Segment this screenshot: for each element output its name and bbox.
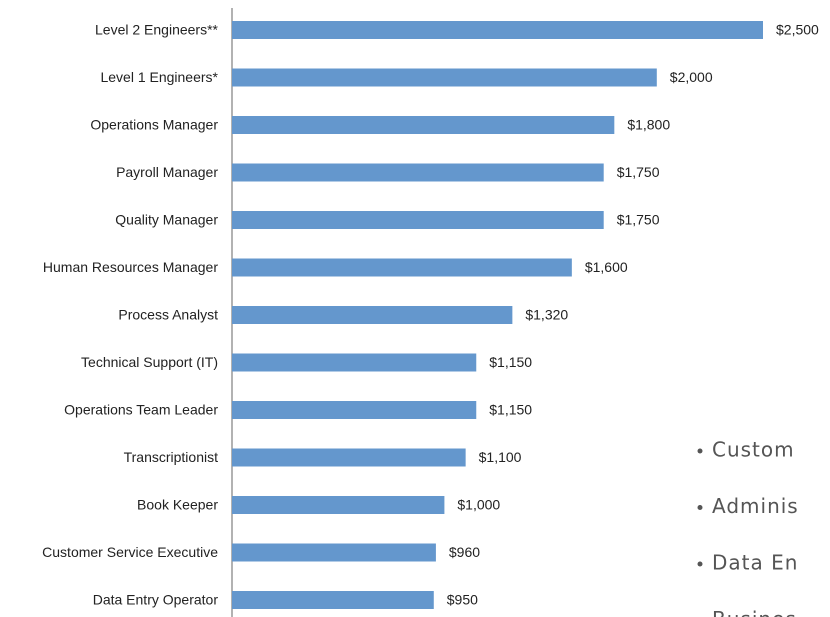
y-tick-label: Level 1 Engineers*	[100, 69, 218, 85]
bullet-dot	[697, 561, 703, 567]
bar	[232, 401, 477, 419]
bar	[232, 116, 615, 134]
y-tick-label: Operations Manager	[90, 117, 218, 133]
bullet-text: Adminis	[712, 494, 799, 518]
value-label: $1,320	[525, 307, 568, 323]
bar	[232, 163, 604, 182]
bar	[232, 591, 434, 609]
y-tick-label: Transcriptionist	[124, 449, 219, 465]
value-label: $1,600	[585, 259, 628, 275]
bar	[232, 258, 572, 277]
value-label: $1,000	[457, 497, 500, 513]
y-tick-label: Customer Service Executive	[42, 544, 218, 560]
bar	[232, 543, 436, 562]
bar	[232, 353, 477, 372]
y-tick-label: Level 2 Engineers**	[95, 22, 219, 38]
value-label: $1,750	[617, 212, 660, 228]
value-label: $1,100	[479, 449, 522, 465]
y-tick-label: Book Keeper	[137, 497, 218, 513]
bar	[232, 68, 657, 87]
y-tick-label: Data Entry Operator	[93, 592, 219, 608]
bullet-text: Data En	[712, 551, 798, 575]
y-tick-label: Quality Manager	[115, 212, 218, 228]
value-label: $950	[447, 592, 478, 608]
bar	[232, 211, 604, 229]
bullet-text: Busines	[712, 607, 797, 617]
bullet-dot	[697, 505, 703, 510]
y-tick-label: Payroll Manager	[116, 164, 218, 180]
y-tick-label: Operations Team Leader	[64, 402, 218, 418]
value-label: $2,000	[670, 69, 713, 85]
value-label: $1,800	[627, 117, 670, 133]
y-tick-label: Technical Support (IT)	[81, 354, 218, 370]
y-tick-label: Process Analyst	[118, 307, 218, 323]
bar	[232, 21, 763, 39]
value-label: $960	[449, 544, 480, 560]
bullet-dot	[697, 448, 703, 454]
value-label: $2,500	[776, 22, 819, 38]
value-label: $1,150	[489, 402, 532, 418]
y-tick-label: Human Resources Manager	[43, 259, 218, 275]
bar	[232, 448, 466, 467]
value-label: $1,750	[617, 164, 660, 180]
value-label: $1,150	[489, 354, 532, 370]
bullet-text: Custom	[712, 438, 795, 462]
bar	[232, 496, 445, 514]
bar	[232, 306, 513, 324]
